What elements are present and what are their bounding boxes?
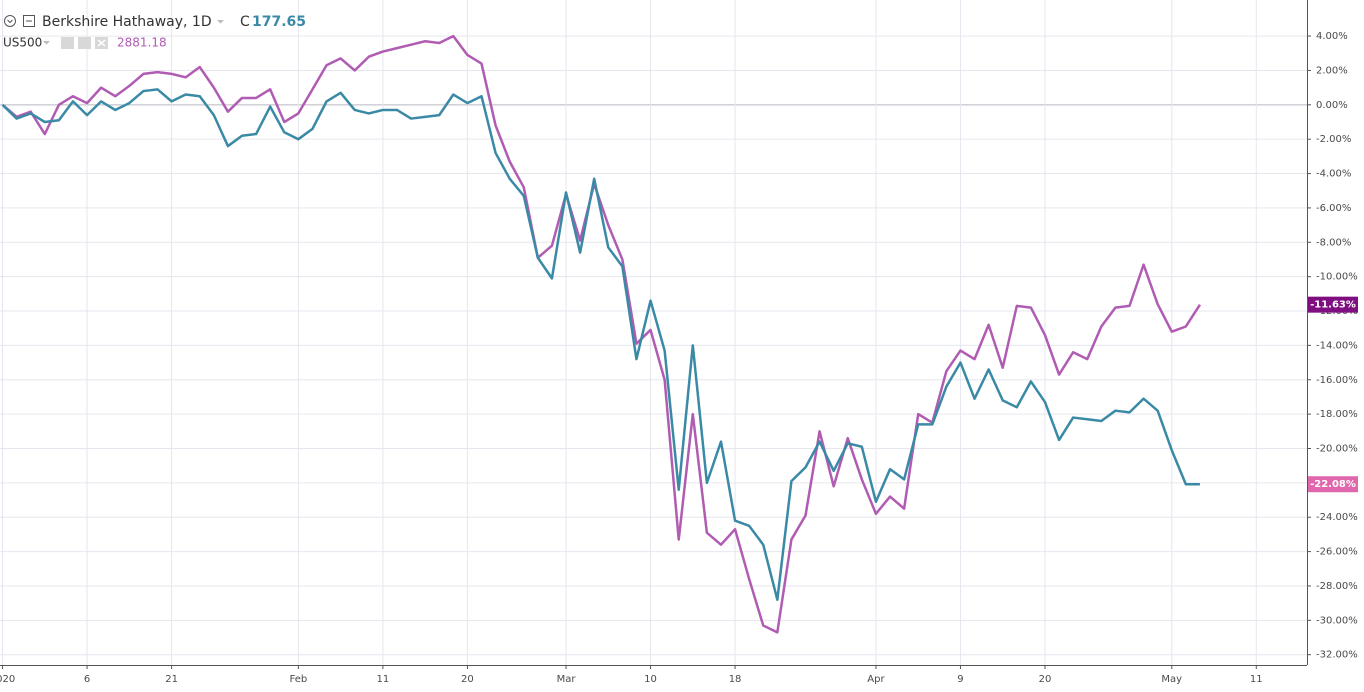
- y-tick-label: -16.00%: [1316, 375, 1358, 386]
- y-tick-label: -28.00%: [1316, 581, 1358, 592]
- collapse-icon[interactable]: [4, 15, 16, 27]
- settings-icon[interactable]: [78, 37, 91, 49]
- x-tick-label: 20: [461, 674, 474, 685]
- legend-series-value: 2881.18: [117, 36, 167, 50]
- x-tick-label: 18: [729, 674, 742, 685]
- series-line: [1, 88, 1200, 601]
- x-tick-label: 6: [84, 674, 90, 685]
- y-tick-label: -8.00%: [1316, 237, 1351, 248]
- close-value: 177.65: [252, 14, 306, 30]
- end-label: -22.08%: [1310, 479, 1356, 490]
- legend: Berkshire Hathaway, 1D C 177.65 US500 28…: [3, 14, 306, 50]
- end-label-box: [1308, 296, 1358, 313]
- y-tick-label: 2.00%: [1316, 65, 1348, 76]
- legend-series-name: US500: [3, 36, 42, 50]
- y-tick-label: -20.00%: [1316, 443, 1358, 454]
- y-tick-label: -2.00%: [1316, 134, 1351, 145]
- axes: 4.00% 2.00% 0.00% -2.00% -4.00% -6.00% -8.00% -…: [0, 31, 1358, 685]
- y-tick-label: -18.00%: [1316, 409, 1358, 420]
- y-tick-label: -10.00%: [1316, 272, 1358, 283]
- legend-title: Berkshire Hathaway, 1D: [42, 14, 212, 30]
- x-tick-label: 11: [1250, 674, 1263, 685]
- x-tick-label: 11: [377, 674, 390, 685]
- x-tick-label: Mar: [557, 674, 577, 685]
- y-tick-label: -14.00%: [1316, 340, 1358, 351]
- y-tick-label: 4.00%: [1316, 31, 1348, 42]
- dropdown-icon[interactable]: [217, 20, 224, 24]
- x-tick-label: 2020: [0, 674, 15, 685]
- close-label: C: [240, 14, 250, 30]
- y-tick-label: -24.00%: [1316, 512, 1358, 523]
- end-label-box: [1308, 476, 1358, 493]
- y-tick-label: 0.00%: [1316, 100, 1348, 111]
- series-line: [1, 34, 1201, 634]
- y-tick-label: -32.00%: [1316, 650, 1358, 661]
- x-tick-label: 9: [957, 674, 963, 685]
- y-tick-label: -6.00%: [1316, 203, 1351, 214]
- x-tick-label: Apr: [867, 674, 885, 685]
- remove-icon-cross: [97, 39, 106, 47]
- x-tick-label: 20: [1039, 674, 1052, 685]
- x-tick-label: 21: [165, 674, 178, 685]
- maximize-icon[interactable]: [23, 15, 35, 27]
- x-tick-label: May: [1161, 674, 1182, 685]
- visibility-icon[interactable]: [61, 37, 74, 49]
- end-label: -11.63%: [1310, 300, 1356, 311]
- y-tick-label: -26.00%: [1316, 547, 1358, 558]
- x-tick-label: Feb: [290, 674, 308, 685]
- x-tick-label: 10: [644, 674, 657, 685]
- grid: [0, 0, 1307, 665]
- plot-area: [1, 34, 1201, 634]
- collapse-icon-arrow: [7, 19, 13, 24]
- y-tick-label: -30.00%: [1316, 615, 1358, 626]
- y-tick-label: -4.00%: [1316, 169, 1351, 180]
- dropdown-icon[interactable]: [43, 41, 50, 45]
